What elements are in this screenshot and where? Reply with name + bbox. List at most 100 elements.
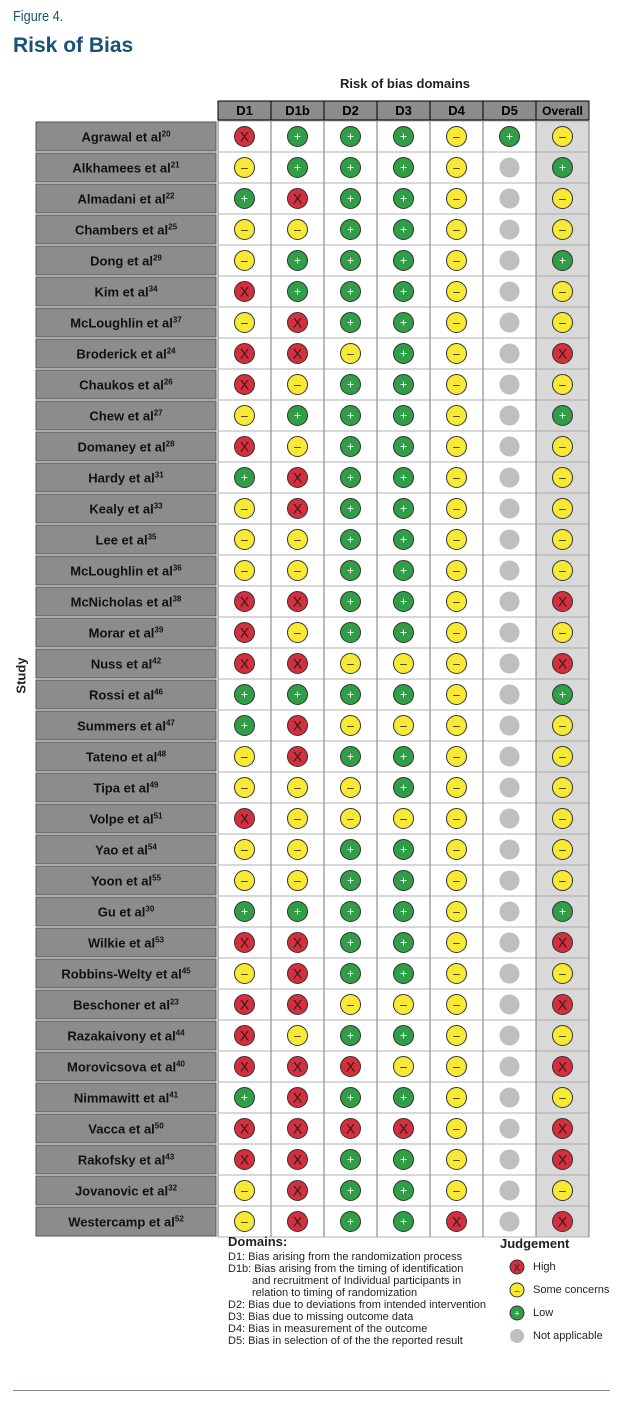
judgement-symbol: –	[453, 750, 460, 764]
judgement-symbol: X	[293, 1183, 303, 1199]
judgement-na-dot	[499, 157, 520, 178]
judgement-some-dot	[552, 1025, 573, 1046]
judgement-symbol: +	[400, 564, 407, 578]
judgement-some-dot	[287, 622, 308, 643]
judgement-some-dot	[287, 436, 308, 457]
judgement-symbol: –	[559, 1184, 566, 1198]
study-ref: 31	[155, 471, 164, 480]
judgement-symbol: –	[453, 595, 460, 609]
judgement-symbol: X	[240, 284, 250, 300]
figure-title: Risk of Bias	[13, 34, 134, 57]
study-label-cell	[35, 1113, 217, 1144]
judgement-symbol: –	[453, 533, 460, 547]
judgement-symbol: –	[294, 223, 301, 237]
judgement-symbol: +	[347, 1153, 354, 1167]
judgement-some-dot	[552, 870, 573, 891]
judgement-low-dot	[340, 281, 361, 302]
judgement-symbol: –	[241, 223, 248, 237]
judgement-high-dot	[552, 1118, 573, 1139]
study-ref: 30	[145, 905, 154, 914]
legend-item-low: + Low	[500, 1301, 620, 1324]
judgement-symbol: +	[347, 1215, 354, 1229]
domain-header-label: D1b	[285, 103, 310, 118]
judgement-low-dot	[393, 591, 414, 612]
study-ref: 46	[154, 688, 163, 697]
judgement-symbol: –	[241, 1215, 248, 1229]
judgement-symbol: X	[293, 718, 303, 734]
judgement-legend-title: Judgement	[500, 1236, 570, 1251]
judgement-low-dot	[393, 1211, 414, 1232]
judgement-na-dot	[499, 343, 520, 364]
judgement-symbol: +	[241, 905, 248, 919]
study-ref: 49	[150, 781, 159, 790]
judgement-some-dot	[446, 901, 467, 922]
judgement-symbol: –	[347, 719, 354, 733]
study-label: Morovicsova et al40	[67, 1060, 186, 1075]
study-label: McLoughlin et al37	[70, 316, 182, 331]
judgement-symbol: X	[240, 439, 250, 455]
bottom-rule	[13, 1390, 610, 1391]
judgement-some-dot	[287, 808, 308, 829]
judgement-symbol: +	[400, 1184, 407, 1198]
legend-low-icon: +	[509, 1305, 525, 1320]
judgement-high-dot	[234, 808, 255, 829]
judgement-symbol: –	[241, 409, 248, 423]
judgement-symbol: X	[293, 1090, 303, 1106]
judgement-symbol: +	[347, 502, 354, 516]
judgement-low-dot	[393, 126, 414, 147]
judgement-low-dot	[287, 684, 308, 705]
judgement-symbol: –	[241, 750, 248, 764]
judgement-high-dot	[287, 1149, 308, 1170]
judgement-high-dot	[287, 343, 308, 364]
study-label-cell	[35, 648, 217, 679]
judgement-na-dot	[499, 901, 520, 922]
study-label-cell	[35, 834, 217, 865]
study-label: Nuss et al42	[91, 657, 162, 672]
judgement-symbol: +	[347, 874, 354, 888]
judgement-na-dot	[499, 932, 520, 953]
study-label-cell	[35, 679, 217, 710]
judgement-some-dot	[446, 653, 467, 674]
study-label-cell	[35, 462, 217, 493]
judgement-symbol: +	[347, 533, 354, 547]
judgement-na-dot	[499, 467, 520, 488]
study-ref: 21	[171, 161, 180, 170]
study-ref: 48	[157, 750, 166, 759]
study-label: Vacca et al50	[88, 1122, 164, 1137]
judgement-low-dot	[340, 405, 361, 426]
judgement-symbol: –	[453, 285, 460, 299]
judgement-high-dot	[446, 1211, 467, 1232]
judgement-some-dot	[446, 312, 467, 333]
judgement-low-dot	[340, 901, 361, 922]
judgement-na-dot	[499, 622, 520, 643]
judgement-symbol: –	[453, 471, 460, 485]
judgement-symbol: X	[558, 594, 568, 610]
judgement-symbol: X	[558, 656, 568, 672]
judgement-some-dot	[234, 746, 255, 767]
study-label: Yao et al54	[95, 843, 157, 858]
judgement-symbol: –	[453, 1184, 460, 1198]
judgement-some-dot	[446, 746, 467, 767]
judgement-some-dot	[552, 126, 573, 147]
judgement-low-dot	[393, 467, 414, 488]
judgement-some-dot	[446, 126, 467, 147]
judgement-low-dot	[552, 405, 573, 426]
judgement-high-dot	[287, 1211, 308, 1232]
study-ref: 51	[154, 812, 163, 821]
judgement-low-dot	[340, 963, 361, 984]
judgement-some-dot	[446, 684, 467, 705]
judgement-symbol: +	[400, 347, 407, 361]
judgement-high-dot	[287, 467, 308, 488]
judgement-some-dot	[552, 1087, 573, 1108]
domain-header-label: D3	[395, 103, 412, 118]
judgement-some-dot	[234, 312, 255, 333]
judgement-low-dot	[287, 157, 308, 178]
judgement-low-dot	[340, 1087, 361, 1108]
judgement-symbol: –	[241, 874, 248, 888]
judgement-low-dot	[393, 374, 414, 395]
judgement-symbol: +	[400, 1153, 407, 1167]
judgement-symbol: X	[240, 625, 250, 641]
judgement-symbol: +	[400, 285, 407, 299]
judgement-symbol: –	[453, 347, 460, 361]
study-label: Chambers et al25	[75, 223, 178, 238]
